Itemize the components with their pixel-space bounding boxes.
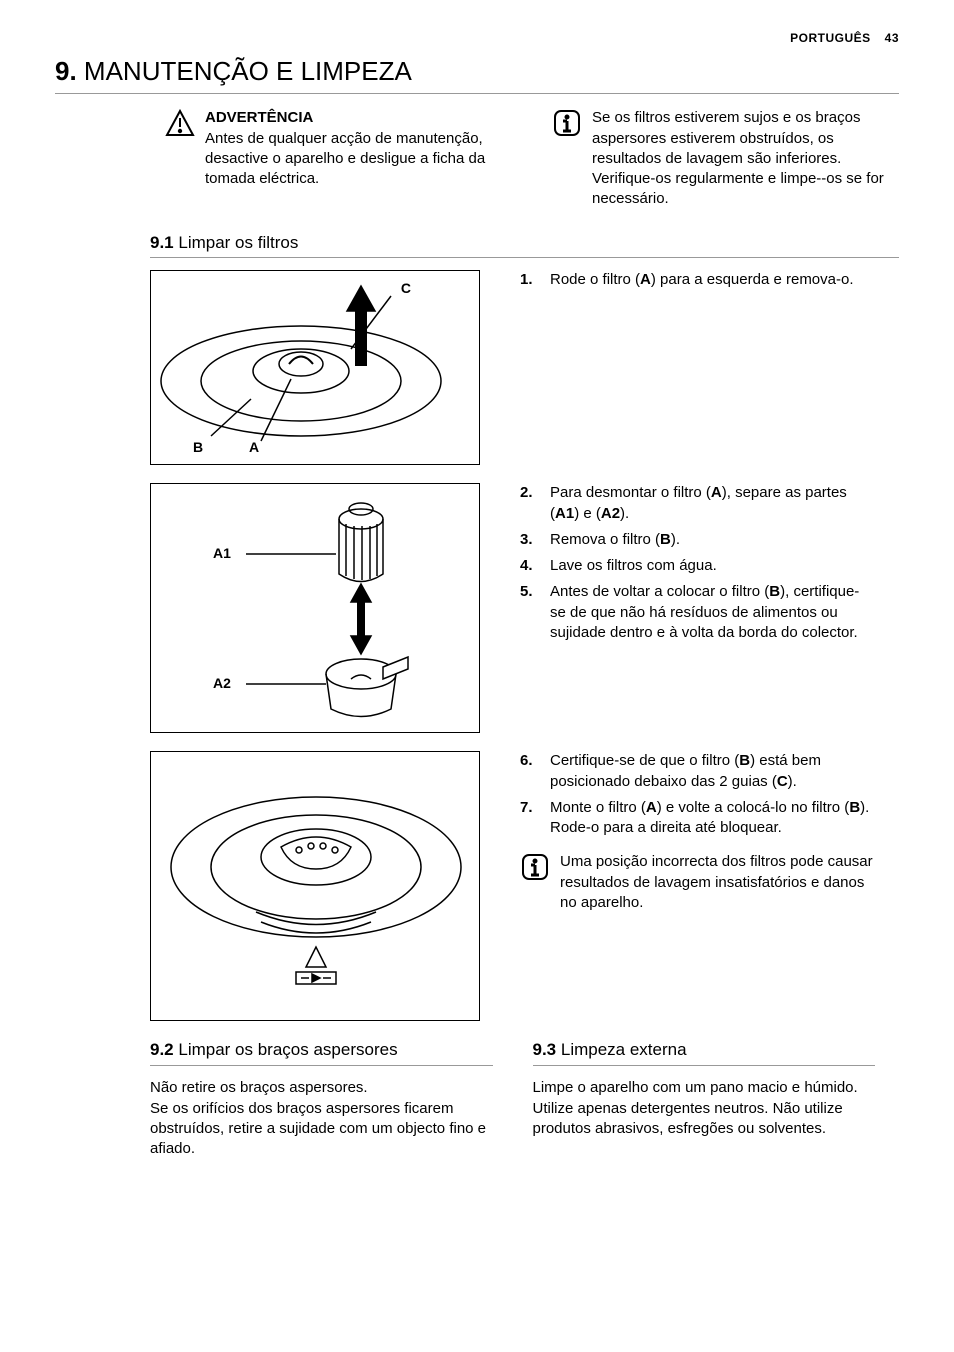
step-5: 5. Antes de voltar a colocar o filtro (B…	[520, 582, 875, 643]
step-4: 4. Lave os filtros com água.	[520, 556, 875, 576]
sub-text-93: Limpeza externa	[556, 1040, 686, 1059]
sub-text-91: Limpar os filtros	[174, 233, 299, 252]
step-6: 6. Certifique-se de que o filtro (B) est…	[520, 751, 875, 792]
fig2-label-a1: A1	[213, 544, 231, 563]
fig2-label-a2: A2	[213, 674, 231, 693]
step-3: 3. Remova o filtro (B).	[520, 530, 875, 550]
sub-num-92: 9.2	[150, 1040, 174, 1059]
fig1-label-b: B	[193, 438, 203, 457]
step-list-1: 1. Rode o filtro (A) para a esquerda e r…	[520, 270, 875, 290]
section-text: MANUTENÇÃO E LIMPEZA	[77, 56, 412, 86]
fig1-label-c: C	[401, 279, 411, 298]
step-1: 1. Rode o filtro (A) para a esquerda e r…	[520, 270, 875, 290]
step-group-3: 6. Certifique-se de que o filtro (B) est…	[150, 751, 875, 1021]
section-number: 9.	[55, 56, 77, 86]
sub-num-93: 9.3	[533, 1040, 557, 1059]
bottom-columns: 9.2 Limpar os braços aspersores Não reti…	[150, 1039, 875, 1159]
subsection-9-3: 9.3 Limpeza externa	[533, 1039, 876, 1066]
warning-callout: ADVERTÊNCIA Antes de qualquer acção de m…	[165, 108, 512, 189]
fig1-label-a: A	[249, 438, 259, 457]
para-92: Não retire os braços aspersores. Se os o…	[150, 1078, 493, 1159]
section-title: 9. MANUTENÇÃO E LIMPEZA	[55, 54, 899, 94]
info-top-body: Se os filtros estiverem sujos e os braço…	[592, 108, 899, 209]
warning-body: Antes de qualquer acção de manutenção, d…	[205, 129, 512, 190]
page-number: 43	[885, 31, 899, 45]
info-mid-body: Uma posição incorrecta dos filtros pode …	[560, 852, 875, 913]
sub-text-92: Limpar os braços aspersores	[174, 1040, 398, 1059]
info-icon	[520, 852, 550, 882]
subsection-9-2: 9.2 Limpar os braços aspersores	[150, 1039, 493, 1066]
sub-num-91: 9.1	[150, 233, 174, 252]
step-group-1: C B A 1. Rode o filtro (A) para a esquer…	[150, 270, 875, 465]
step-2: 2. Para desmontar o filtro (A), separe a…	[520, 483, 875, 524]
step-group-2: A1 A2 2. Para desmontar o filtro (A), se…	[150, 483, 875, 733]
figure-2: A1 A2	[150, 483, 480, 733]
para-93: Limpe o aparelho com um pano macio e húm…	[533, 1078, 876, 1139]
step-list-3: 6. Certifique-se de que o filtro (B) est…	[520, 751, 875, 838]
figure-1: C B A	[150, 270, 480, 465]
warning-title: ADVERTÊNCIA	[205, 108, 512, 128]
info-top-callout: Se os filtros estiverem sujos e os braço…	[552, 108, 899, 209]
page-header: PORTUGUÊS 43	[55, 30, 899, 46]
subsection-9-1: 9.1 Limpar os filtros	[150, 232, 899, 259]
figure-3	[150, 751, 480, 1021]
step-list-2: 2. Para desmontar o filtro (A), separe a…	[520, 483, 875, 643]
step-7: 7. Monte o filtro (A) e volte a colocá-l…	[520, 798, 875, 839]
intro-row: ADVERTÊNCIA Antes de qualquer acção de m…	[55, 108, 899, 209]
warning-icon	[165, 108, 195, 138]
info-mid-callout: Uma posição incorrecta dos filtros pode …	[520, 852, 875, 913]
info-icon	[552, 108, 582, 138]
lang-label: PORTUGUÊS	[790, 31, 871, 45]
